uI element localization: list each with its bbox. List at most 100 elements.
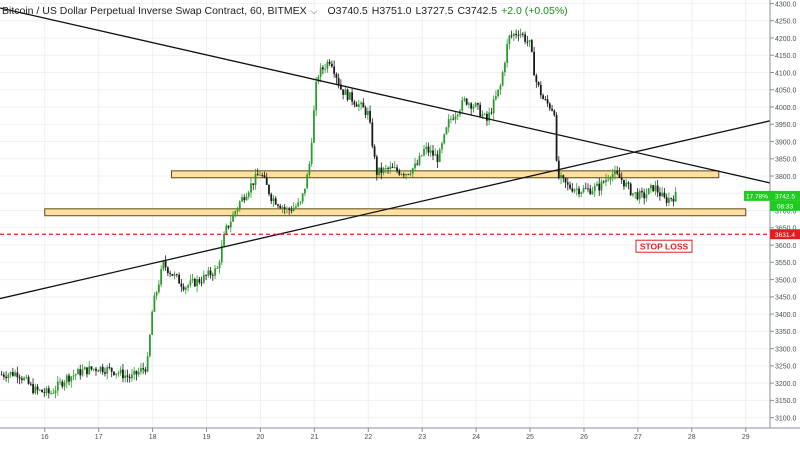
candle-body [7,374,10,379]
price-tick-label: 3850.0 [775,157,797,164]
time-tick-label: 26 [580,434,588,441]
candle-body [351,92,354,102]
candle-body [546,99,549,104]
candle-body [335,73,338,78]
candle-body [299,201,302,203]
candle-body [629,183,632,196]
candle-body [140,368,142,372]
candle-body [362,102,365,108]
price-axis[interactable]: 3100.0 3150.0 3200.0 3250.0 3300.0 3350.0 3400… [769,0,797,428]
candle-body [32,384,34,394]
candle-body [214,268,216,276]
candle-body [52,393,55,394]
candle-body [393,167,396,169]
candle-body [322,67,324,70]
candle-body [616,170,619,174]
candle-body [245,196,248,201]
candle-body [153,295,156,312]
candle-body [474,103,477,107]
candle-body [77,369,79,375]
price-tick-label: 3150.0 [775,398,797,405]
candle-body [288,208,291,210]
candle-body [468,103,470,105]
time-tick-label: 22 [364,434,372,441]
candle-body [598,183,601,191]
candle-body [36,386,39,390]
candle-body [205,275,207,276]
candle-body [274,198,277,205]
candle-body [297,202,300,207]
candle-body [191,278,194,281]
candle-body [582,188,585,193]
candle-body [308,163,311,175]
candle-body [20,378,23,381]
candle-body [5,376,8,379]
candle-body [128,376,131,379]
chart-header: Bitcoin / US Dollar Perpetual Inverse Sw… [2,3,568,19]
time-axis[interactable]: 16 17 18 19 20 21 22 23 24 25 26 27 28 29 [0,427,800,441]
candle-body [674,191,677,202]
stop-loss-box [635,239,693,253]
candle-body [65,375,68,383]
candle-body [562,175,565,179]
candle-body [602,181,605,183]
candle-body [295,206,297,208]
candle-body [611,173,614,178]
candle-body [490,112,493,114]
current-percent-tag [744,190,770,201]
candle-body [371,122,374,147]
candle-body [178,274,181,284]
trendlines: STOP LOSS [0,7,771,300]
candle-body [654,185,657,192]
candle-body [584,188,587,190]
candle-body [211,275,214,276]
candle-body [229,221,232,228]
candle-body [382,168,385,174]
candle-body [261,174,264,176]
candle-body [625,182,628,187]
candle-body [463,98,466,101]
candle-body [34,386,37,394]
ohlc-high: H3751.0 [371,5,412,17]
time-tick-label: 17 [95,434,103,441]
candle-body [409,173,412,175]
candle-body [650,185,652,189]
candle-body [50,393,52,394]
candle-body [113,371,115,375]
candle-body [564,178,567,183]
candle-body [200,282,203,284]
chevron-down-icon[interactable]: ⌵ [310,5,318,16]
candle-body [324,68,327,70]
candle-body [465,98,468,105]
candle-body [23,377,25,381]
stop-loss-price-tag [770,229,800,240]
time-tick-label: 18 [149,434,157,441]
candle-body [589,188,592,195]
candle-body [95,368,97,371]
candle-body [171,274,174,276]
candle-body [225,225,228,235]
candle-body [2,374,5,377]
candle-body [90,366,93,370]
candle-body [333,66,336,74]
candle-body [232,214,234,222]
candle-body [151,311,154,335]
candle-body [18,377,21,379]
candle-body [243,197,246,201]
candle-body [659,192,661,197]
candle-body [573,189,576,192]
candle-body [144,369,147,372]
candle-body [131,374,133,379]
candle-body [234,211,237,215]
candle-body [560,175,562,178]
candle-body [364,107,367,115]
candle-body [0,374,3,376]
price-tick-label: 4200.0 [775,36,797,43]
price-tick-label: 3100.0 [775,415,797,422]
candle-body [38,389,41,391]
candle-body [169,273,172,275]
candle-body [627,182,630,184]
candle-body [544,99,547,100]
